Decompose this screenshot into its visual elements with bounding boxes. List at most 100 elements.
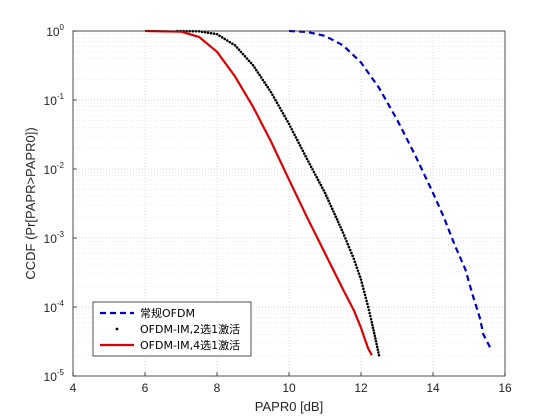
series-2-point (269, 90, 273, 94)
series-2-point (241, 52, 245, 56)
series-2-point (368, 311, 371, 315)
series-2-point (377, 353, 381, 357)
series-2-point (307, 160, 310, 163)
series-2-point (345, 239, 348, 243)
series-2-point (375, 342, 378, 346)
series-2-point (239, 50, 243, 54)
x-tick-label: 10 (282, 381, 296, 395)
series-2-point (350, 251, 353, 255)
series-2-point (268, 88, 271, 91)
series-2-point (347, 245, 351, 249)
series-2-point (301, 149, 305, 153)
series-2-point (369, 317, 373, 321)
series-2-point (245, 57, 249, 60)
series-2-point (329, 204, 333, 208)
series-2-point (215, 32, 219, 36)
series-2-point (249, 61, 253, 65)
series-2-point (348, 248, 352, 252)
series-2-point (322, 189, 325, 192)
series-2-point (312, 170, 316, 174)
series-2-point (316, 178, 320, 182)
series-2-point (290, 128, 294, 131)
legend-label: OFDM-IM,2选1激活 (140, 322, 240, 336)
series-2-point (351, 254, 354, 258)
series-2-point (247, 59, 251, 63)
series-2-point (302, 152, 306, 155)
series-2-point (328, 202, 332, 205)
series-2-point (362, 287, 365, 290)
series-2-point (339, 225, 342, 229)
x-axis-label: PAPR0 [dB] (255, 399, 323, 414)
series-2-point (355, 266, 359, 269)
series-2-point (233, 44, 237, 47)
series-2-point (278, 106, 282, 110)
series-2-point (203, 30, 207, 34)
series-2-point (243, 55, 247, 58)
series-2-point (225, 39, 229, 42)
x-tick-label: 12 (354, 381, 368, 395)
x-tick-label: 16 (498, 381, 512, 395)
x-tick-label: 4 (70, 381, 77, 395)
series-2-point (376, 348, 380, 351)
series-2-point (209, 31, 213, 35)
series-2-point (372, 329, 375, 332)
tick-layer: 4 6 8 10 12 14 16 10-5 10-4 10-3 10-2 10-1 100 (44, 23, 512, 395)
series-2-point (333, 212, 336, 216)
series-2-point (370, 321, 374, 324)
series-2-point (335, 218, 339, 221)
series-2-point (319, 183, 323, 187)
series-2-point (281, 112, 285, 115)
series-2-point (332, 210, 335, 213)
series-2-point (293, 133, 296, 136)
series-2-point (320, 186, 324, 189)
y-tick-label: 100 (46, 23, 64, 39)
legend-marker (115, 327, 119, 331)
series-2-point (340, 228, 344, 232)
series-2-point (266, 85, 270, 89)
series-2-point (334, 215, 338, 218)
series-2-point (369, 314, 372, 318)
series-2-point (344, 237, 347, 240)
series-2-point (237, 48, 241, 52)
series-2-point (323, 191, 327, 195)
series-2-point (353, 260, 357, 264)
legend-label: OFDM-IM,4选1激活 (140, 338, 240, 352)
y-tick-label: 10-5 (44, 368, 65, 384)
series-2-point (251, 63, 255, 67)
x-tick-label: 6 (142, 381, 149, 395)
series-2-point (261, 78, 265, 82)
legend-label: 常规OFDM (140, 306, 195, 320)
series-2-point (356, 269, 360, 272)
series-2-point (327, 199, 330, 203)
y-tick-label: 10-2 (44, 161, 65, 177)
series-2-point (271, 93, 274, 97)
series-2-point (364, 296, 368, 300)
series-2-point (228, 40, 232, 44)
series-2-point (318, 181, 321, 184)
series-2-point (264, 83, 268, 87)
series-2-point (338, 223, 341, 226)
series-2-point (326, 196, 329, 200)
series-2-point (315, 175, 318, 179)
series-2-point (235, 46, 239, 49)
series-2-point (277, 104, 280, 107)
series-2-point (300, 146, 303, 150)
series-2-point (212, 32, 216, 35)
series-2-point (371, 323, 374, 327)
y-tick-label: 10-1 (44, 92, 65, 108)
series-layer (144, 29, 492, 357)
series-2-point (352, 257, 356, 261)
series-2-point (311, 168, 314, 171)
series-2-point (359, 278, 363, 281)
series-2-point (336, 220, 340, 224)
series-2-point (375, 345, 379, 349)
series-2-point (377, 351, 380, 354)
series-2-point (366, 302, 369, 306)
series-2-point (304, 154, 307, 158)
series-2-point (373, 334, 377, 338)
series-2-point (308, 162, 312, 166)
y-tick-label: 10-3 (44, 230, 65, 246)
series-2-point (362, 290, 366, 294)
